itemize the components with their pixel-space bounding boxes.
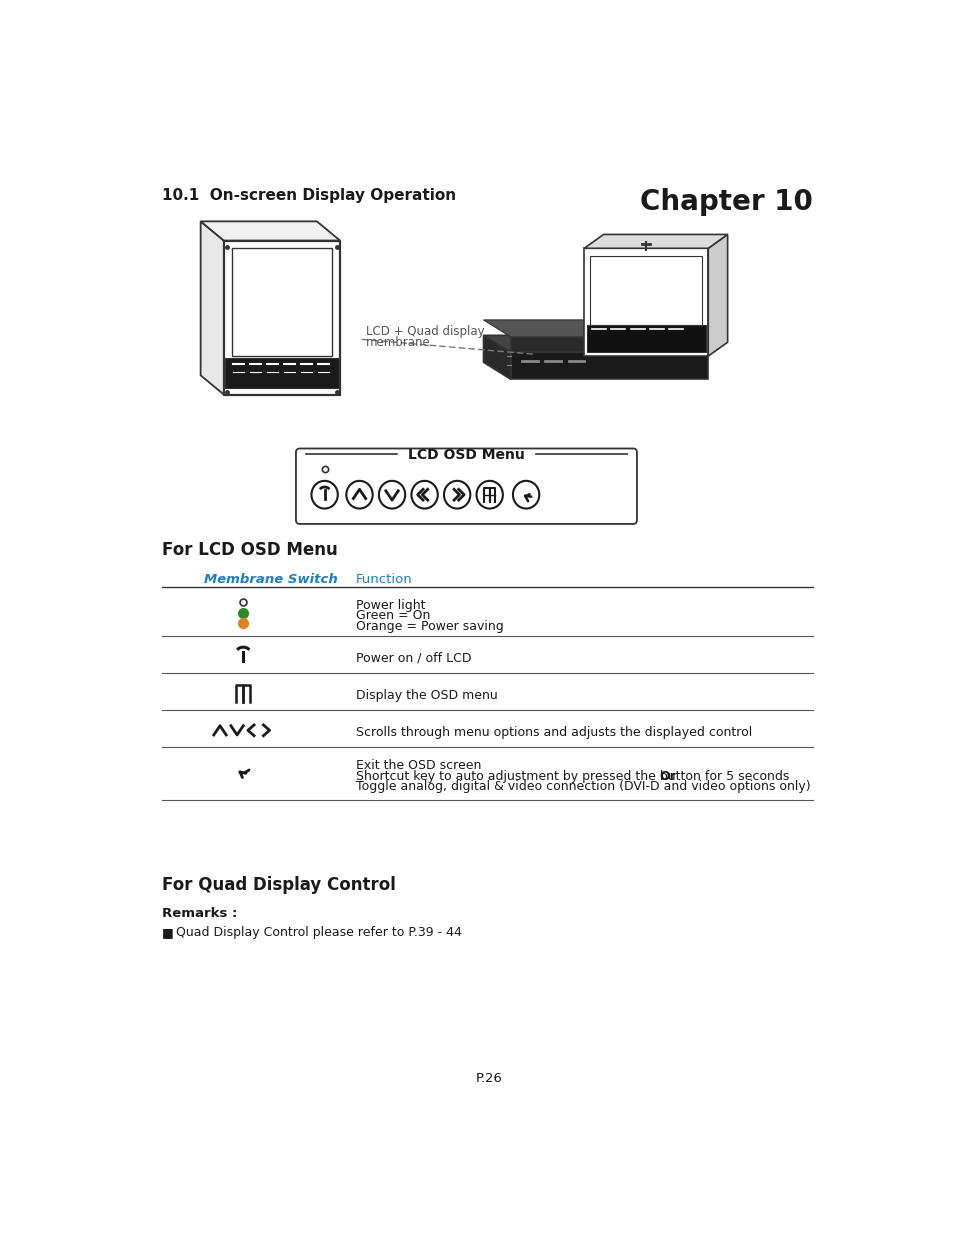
Text: Or: Or: [659, 769, 676, 783]
Text: Quad Display Control please refer to P.39 - 44: Quad Display Control please refer to P.3…: [175, 926, 461, 939]
Text: Membrane Switch: Membrane Switch: [204, 573, 338, 587]
Ellipse shape: [476, 480, 502, 509]
Polygon shape: [225, 358, 338, 389]
Text: LCD + Quad display: LCD + Quad display: [365, 325, 484, 338]
Ellipse shape: [378, 480, 405, 509]
Polygon shape: [590, 256, 701, 325]
Text: membrane: membrane: [365, 336, 430, 350]
Text: Chapter 10: Chapter 10: [639, 188, 812, 216]
Polygon shape: [510, 352, 707, 379]
Polygon shape: [483, 320, 707, 337]
Polygon shape: [586, 325, 705, 352]
Polygon shape: [583, 235, 727, 248]
Ellipse shape: [346, 480, 373, 509]
Text: 10.1  On-screen Display Operation: 10.1 On-screen Display Operation: [162, 188, 456, 204]
Text: LCD OSD Menu: LCD OSD Menu: [408, 448, 524, 462]
Polygon shape: [583, 248, 707, 356]
Text: Orange = Power saving: Orange = Power saving: [355, 620, 503, 634]
Text: For Quad Display Control: For Quad Display Control: [162, 876, 395, 894]
Polygon shape: [200, 221, 224, 395]
Text: Remarks :: Remarks :: [162, 906, 237, 920]
Ellipse shape: [513, 480, 538, 509]
Polygon shape: [510, 337, 707, 352]
Polygon shape: [483, 336, 510, 379]
Text: Power on / off LCD: Power on / off LCD: [355, 652, 471, 664]
Text: Exit the OSD screen: Exit the OSD screen: [355, 758, 480, 772]
Text: ■: ■: [162, 926, 173, 939]
Text: Scrolls through menu options and adjusts the displayed control: Scrolls through menu options and adjusts…: [355, 726, 751, 739]
FancyBboxPatch shape: [295, 448, 637, 524]
Polygon shape: [224, 241, 340, 395]
Polygon shape: [200, 221, 340, 241]
Text: P.26: P.26: [475, 1072, 502, 1086]
Text: Green = On: Green = On: [355, 609, 430, 622]
Polygon shape: [707, 235, 727, 356]
Text: Toggle analog, digital & video connection (DVI-D and video options only): Toggle analog, digital & video connectio…: [355, 781, 809, 793]
Ellipse shape: [443, 480, 470, 509]
Text: For LCD OSD Menu: For LCD OSD Menu: [162, 541, 337, 559]
Polygon shape: [232, 248, 332, 356]
Ellipse shape: [311, 480, 337, 509]
Text: Shortcut key to auto adjustment by pressed the button for 5 seconds: Shortcut key to auto adjustment by press…: [355, 769, 792, 783]
Text: Function: Function: [355, 573, 412, 587]
Text: Power light: Power light: [355, 599, 425, 611]
Ellipse shape: [411, 480, 437, 509]
Text: Display the OSD menu: Display the OSD menu: [355, 689, 497, 701]
Polygon shape: [483, 336, 707, 352]
